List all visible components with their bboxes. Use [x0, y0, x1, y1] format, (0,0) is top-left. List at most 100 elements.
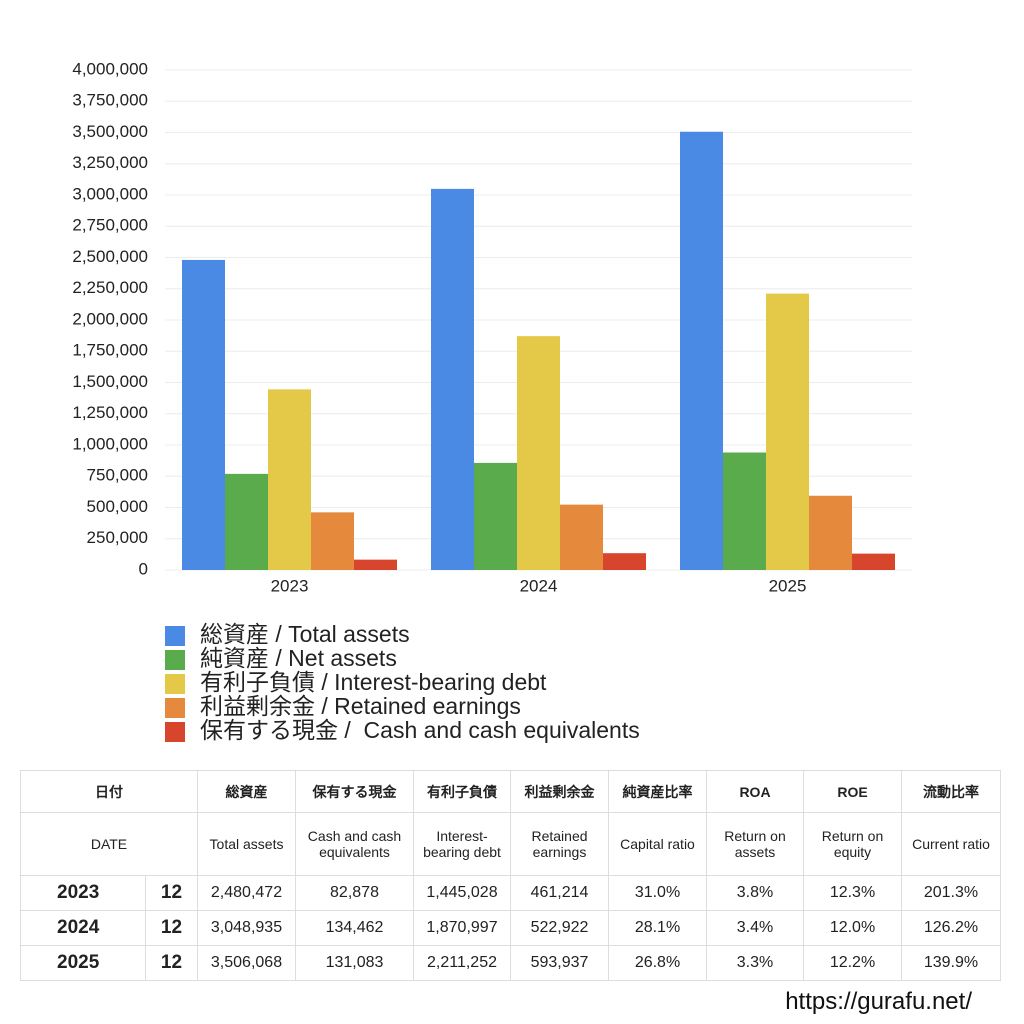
table-cell: 12.2% [803, 945, 902, 981]
table-cell: 有利子負債 [413, 770, 511, 813]
table-cell: 12 [145, 910, 198, 946]
bar [354, 559, 397, 570]
table-cell: 3.3% [706, 945, 804, 981]
legend-label: 保有する現金 / Cash and cash equivalents [200, 717, 640, 743]
table-cell: 12 [145, 945, 198, 981]
table-cell: 2,480,472 [197, 875, 296, 911]
table-cell: 126.2% [901, 910, 1001, 946]
table-cell: 3,506,068 [197, 945, 296, 981]
table-cell: 201.3% [901, 875, 1001, 911]
legend-label: 純資産 / Net assets [200, 645, 397, 671]
table-cell: Current ratio [901, 812, 1001, 876]
y-tick-label: 4,000,000 [72, 59, 148, 78]
table-cell: 1,870,997 [413, 910, 511, 946]
site-url: https://gurafu.net/ [785, 988, 972, 1015]
legend-swatch [165, 698, 185, 718]
y-tick-label: 0 [139, 559, 148, 578]
table-cell: 26.8% [608, 945, 707, 981]
y-tick-label: 3,500,000 [72, 122, 148, 141]
y-tick-label: 750,000 [87, 466, 148, 485]
bar [766, 293, 809, 570]
table-cell: 139.9% [901, 945, 1001, 981]
table-cell: ROE [803, 770, 902, 813]
bar [225, 473, 268, 570]
table-row: 日付 総資産 保有する現金 有利子負債 利益剰余金 純資産比率 ROA ROE 流動比率 [20, 770, 1001, 813]
y-tick-label: 3,250,000 [72, 153, 148, 172]
table-cell: 2024 [20, 910, 146, 946]
table-cell: 3.4% [706, 910, 804, 946]
bar [517, 336, 560, 570]
table-cell: 12 [145, 875, 198, 911]
table-cell: 593,937 [510, 945, 609, 981]
y-tick-label: 500,000 [87, 497, 148, 516]
legend-label: 総資産 / Total assets [200, 621, 410, 647]
table-cell: ROA [706, 770, 804, 813]
y-tick-label: 1,500,000 [72, 372, 148, 391]
table-cell: 2,211,252 [413, 945, 511, 981]
y-tick-label: 250,000 [87, 528, 148, 547]
table-cell: 1,445,028 [413, 875, 511, 911]
y-tick-label: 2,750,000 [72, 216, 148, 235]
bar [723, 452, 766, 570]
legend-swatch [165, 674, 185, 694]
table-cell: 134,462 [295, 910, 414, 946]
y-tick-label: 2,000,000 [72, 309, 148, 328]
y-tick-label: 2,500,000 [72, 247, 148, 266]
table-cell: 82,878 [295, 875, 414, 911]
y-tick-label: 3,750,000 [72, 91, 148, 110]
table-row: DATE Total assets Cash and cash equivalent… [20, 812, 1001, 876]
y-tick-label: 1,000,000 [72, 434, 148, 453]
table-cell: 流動比率 [901, 770, 1001, 813]
table-cell: 利益剰余金 [510, 770, 609, 813]
data-table: 日付 総資産 保有する現金 有利子負債 利益剰余金 純資産比率 ROA ROE 流動比率 DATE… [20, 770, 1001, 981]
table-cell: 2023 [20, 875, 146, 911]
bar [311, 512, 354, 570]
legend-swatch [165, 722, 185, 742]
table-row: 2025 12 3,506,068 131,083 2,211,252 593,937 26… [20, 945, 1001, 981]
bar [852, 553, 895, 570]
bar [431, 188, 474, 570]
table-cell: 3.8% [706, 875, 804, 911]
table-cell: 日付 [20, 770, 198, 813]
table-cell: 保有する現金 [295, 770, 414, 813]
table-cell: 461,214 [510, 875, 609, 911]
bar [474, 462, 517, 570]
x-tick-label: 2024 [520, 576, 558, 595]
bar [680, 131, 723, 570]
y-tick-label: 1,750,000 [72, 341, 148, 360]
chart: 0 250,000 500,000 750,000 1,000,000 1,250,000… [72, 59, 912, 743]
table-cell: 522,922 [510, 910, 609, 946]
table-cell: Return on assets [706, 812, 804, 876]
table-cell: 2025 [20, 945, 146, 981]
table-cell: Return on equity [803, 812, 902, 876]
table-cell: 純資産比率 [608, 770, 707, 813]
bar [268, 389, 311, 570]
table-row: 2024 12 3,048,935 134,462 1,870,997 522,922 28… [20, 910, 1001, 946]
x-tick-label: 2025 [769, 576, 807, 595]
legend-label: 利益剰余金 / Retained earnings [200, 693, 521, 719]
table-cell: 12.3% [803, 875, 902, 911]
table-row: 2023 12 2,480,472 82,878 1,445,028 461,214 31.… [20, 875, 1001, 911]
table-cell: DATE [20, 812, 198, 876]
y-tick-label: 3,000,000 [72, 184, 148, 203]
table-cell: 31.0% [608, 875, 707, 911]
table-cell: 12.0% [803, 910, 902, 946]
table-cell: 総資産 [197, 770, 296, 813]
table-cell: 131,083 [295, 945, 414, 981]
table-cell: Cash and cash equivalents [295, 812, 414, 876]
y-tick-label: 1,250,000 [72, 403, 148, 422]
table-cell: Total assets [197, 812, 296, 876]
table-cell: 3,048,935 [197, 910, 296, 946]
bar [809, 495, 852, 570]
y-tick-label: 2,250,000 [72, 278, 148, 297]
bar [603, 553, 646, 570]
table-cell: Retained earnings [510, 812, 609, 876]
table-cell: Capital ratio [608, 812, 707, 876]
x-tick-label: 2023 [271, 576, 309, 595]
legend-swatch [165, 650, 185, 670]
legend-label: 有利子負債 / Interest-bearing debt [200, 669, 547, 695]
table-cell: 28.1% [608, 910, 707, 946]
bar [182, 259, 225, 570]
bar [560, 504, 603, 570]
